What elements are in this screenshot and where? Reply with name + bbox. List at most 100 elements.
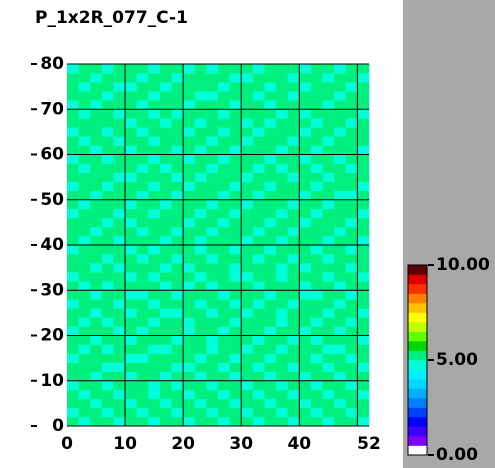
cell (276, 344, 288, 354)
cell (310, 335, 323, 345)
cell (148, 362, 161, 372)
cell (310, 64, 323, 74)
cell (101, 416, 114, 427)
cell (334, 407, 347, 418)
cell (334, 64, 347, 74)
cell (299, 272, 312, 282)
cell (171, 190, 184, 201)
cell (322, 281, 335, 291)
cell (113, 317, 126, 327)
cell (264, 245, 277, 255)
cell (299, 226, 312, 237)
cell (148, 127, 161, 137)
cell (299, 245, 312, 255)
cell (206, 136, 219, 146)
cell (90, 199, 103, 210)
cell (101, 254, 114, 264)
cell (218, 308, 230, 318)
cell (148, 272, 161, 282)
cell (78, 235, 91, 246)
cell (148, 299, 161, 309)
cell (159, 380, 172, 391)
cell (90, 208, 103, 219)
cell (264, 290, 277, 300)
cell (136, 353, 149, 363)
cell (183, 362, 196, 372)
cell (67, 362, 79, 372)
colorbar-segment (408, 360, 427, 370)
cell (67, 254, 79, 264)
cell (125, 163, 137, 173)
cell (159, 199, 172, 210)
cell (67, 299, 79, 309)
cell (299, 263, 312, 273)
cell (264, 416, 277, 427)
cell (136, 317, 149, 327)
cell (159, 362, 172, 372)
cell (264, 299, 277, 309)
cell (229, 199, 242, 210)
cell (229, 73, 242, 83)
cell (264, 254, 277, 264)
cell (159, 235, 172, 246)
cell (101, 64, 114, 74)
cell (194, 118, 207, 128)
cell (276, 82, 288, 92)
cell (229, 82, 242, 92)
cell (125, 190, 137, 201)
cell (322, 326, 335, 336)
cell (241, 190, 254, 201)
cell (194, 199, 207, 210)
cell (183, 407, 196, 418)
cell (287, 136, 300, 146)
cell (357, 389, 370, 400)
cell (322, 407, 335, 418)
cell (78, 100, 91, 110)
cell (206, 263, 219, 273)
cell (101, 281, 114, 291)
cell (206, 254, 219, 264)
y-tick-label: 70 (40, 99, 64, 119)
cell (78, 263, 91, 273)
cell (78, 281, 91, 291)
cell (136, 407, 149, 418)
cell (310, 172, 323, 182)
cell (252, 208, 265, 219)
cell (67, 82, 79, 92)
cell (171, 181, 184, 191)
cell (183, 154, 196, 164)
cell (67, 73, 79, 83)
cell (276, 290, 288, 300)
cell (78, 145, 91, 155)
cell (159, 407, 172, 418)
cell (206, 290, 219, 300)
cell (113, 100, 126, 110)
cell (322, 308, 335, 318)
cell (90, 145, 103, 155)
cell (276, 235, 288, 246)
cell (241, 154, 254, 164)
cell (125, 254, 137, 264)
cell (299, 416, 312, 427)
cell (101, 118, 114, 128)
cell (136, 398, 149, 409)
cell (67, 64, 79, 74)
cell (357, 263, 370, 273)
cell (322, 245, 335, 255)
cell (67, 407, 79, 418)
cell (183, 299, 196, 309)
cell (299, 73, 312, 83)
cell (90, 362, 103, 372)
x-tick-label: 0 (61, 434, 73, 454)
x-tick-label: 52 (357, 434, 381, 454)
colorbar-segment (408, 265, 427, 275)
cell (241, 272, 254, 282)
cell (136, 263, 149, 273)
cell (148, 73, 161, 83)
cell (310, 344, 323, 354)
cell (252, 73, 265, 83)
cell (125, 91, 137, 101)
cell (252, 199, 265, 210)
cell (183, 145, 196, 155)
cell (113, 181, 126, 191)
